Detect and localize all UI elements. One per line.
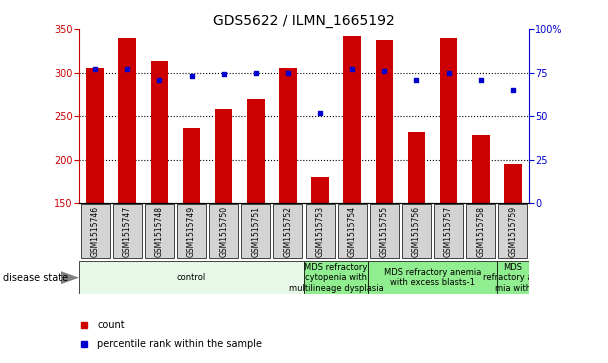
Text: GSM1515748: GSM1515748 — [155, 206, 164, 257]
Text: MDS refractory
cytopenia with
multilineage dysplasia: MDS refractory cytopenia with multilinea… — [289, 263, 384, 293]
Bar — [247, 99, 264, 203]
Bar — [376, 40, 393, 203]
Text: percentile rank within the sample: percentile rank within the sample — [97, 339, 262, 349]
Title: GDS5622 / ILMN_1665192: GDS5622 / ILMN_1665192 — [213, 14, 395, 28]
Bar — [182, 129, 201, 203]
FancyBboxPatch shape — [370, 204, 399, 258]
FancyBboxPatch shape — [304, 261, 368, 294]
Bar — [344, 36, 361, 203]
FancyBboxPatch shape — [368, 261, 497, 294]
Polygon shape — [61, 271, 79, 284]
Text: GSM1515746: GSM1515746 — [91, 206, 100, 257]
Point — [508, 87, 518, 93]
Bar — [151, 61, 168, 203]
Point — [90, 66, 100, 72]
FancyBboxPatch shape — [497, 261, 529, 294]
Point — [412, 77, 421, 82]
Text: disease state: disease state — [3, 273, 68, 283]
Bar — [311, 177, 329, 203]
Point — [187, 73, 196, 79]
Point — [476, 77, 486, 82]
Bar — [472, 135, 489, 203]
Text: GSM1515757: GSM1515757 — [444, 206, 453, 257]
Point — [122, 66, 132, 72]
Text: MDS refractory anemia
with excess blasts-1: MDS refractory anemia with excess blasts… — [384, 268, 482, 287]
Bar — [504, 164, 522, 203]
Text: MDS
refractory ane
mia with: MDS refractory ane mia with — [483, 263, 543, 293]
Point — [251, 70, 261, 76]
Bar — [407, 132, 426, 203]
Point — [283, 70, 293, 76]
Point — [154, 77, 164, 82]
FancyBboxPatch shape — [81, 204, 109, 258]
FancyBboxPatch shape — [145, 204, 174, 258]
Text: GSM1515749: GSM1515749 — [187, 206, 196, 257]
FancyBboxPatch shape — [466, 204, 495, 258]
FancyBboxPatch shape — [434, 204, 463, 258]
Text: GSM1515751: GSM1515751 — [251, 206, 260, 257]
Text: count: count — [97, 320, 125, 330]
Text: GSM1515759: GSM1515759 — [508, 206, 517, 257]
Point — [315, 110, 325, 115]
Bar — [86, 68, 104, 203]
FancyBboxPatch shape — [402, 204, 431, 258]
Point — [444, 70, 454, 76]
FancyBboxPatch shape — [306, 204, 334, 258]
Text: control: control — [177, 273, 206, 282]
FancyBboxPatch shape — [113, 204, 142, 258]
Text: GSM1515747: GSM1515747 — [123, 206, 132, 257]
Bar — [119, 38, 136, 203]
Text: GSM1515750: GSM1515750 — [219, 206, 228, 257]
Point — [219, 72, 229, 77]
Bar — [279, 68, 297, 203]
Bar — [215, 109, 232, 203]
FancyBboxPatch shape — [274, 204, 302, 258]
Point — [347, 66, 357, 72]
FancyBboxPatch shape — [241, 204, 270, 258]
FancyBboxPatch shape — [337, 204, 367, 258]
Text: GSM1515752: GSM1515752 — [283, 206, 292, 257]
FancyBboxPatch shape — [499, 204, 527, 258]
Text: GSM1515753: GSM1515753 — [316, 206, 325, 257]
FancyBboxPatch shape — [177, 204, 206, 258]
FancyBboxPatch shape — [209, 204, 238, 258]
Text: GSM1515758: GSM1515758 — [476, 206, 485, 257]
Point — [379, 68, 389, 74]
Text: GSM1515755: GSM1515755 — [380, 206, 389, 257]
Bar — [440, 38, 457, 203]
FancyBboxPatch shape — [79, 261, 304, 294]
Text: GSM1515756: GSM1515756 — [412, 206, 421, 257]
Text: GSM1515754: GSM1515754 — [348, 206, 357, 257]
